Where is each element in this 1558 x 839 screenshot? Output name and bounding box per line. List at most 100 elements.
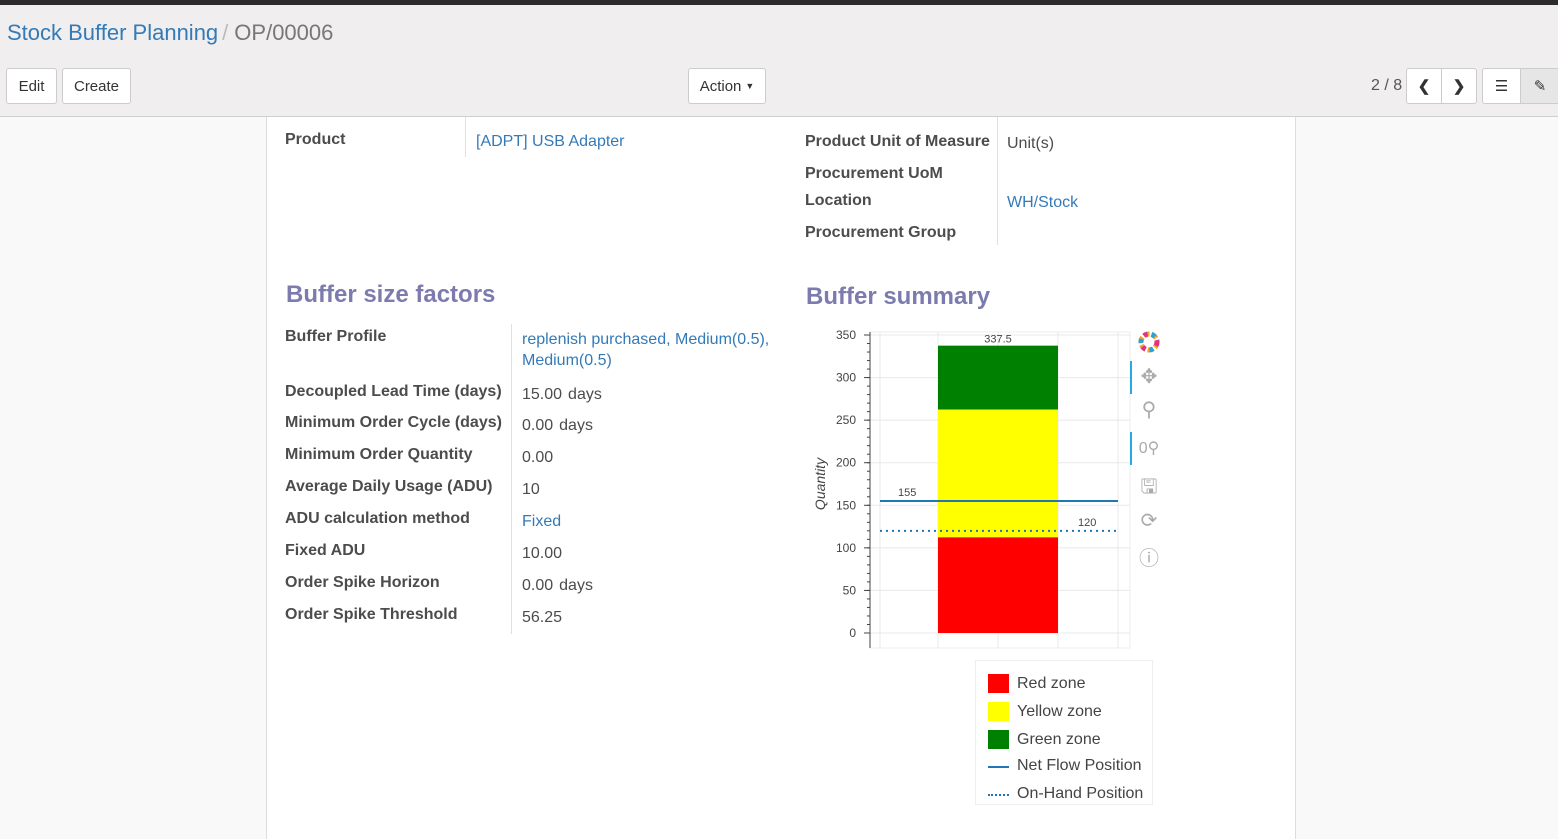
legend-label: Red zone: [1017, 674, 1086, 692]
chart-legend: Red zone Yellow zone Green zone Net Flow…: [975, 660, 1153, 805]
factor-value: 56.25: [522, 609, 562, 627]
factor-label: ADU calculation method: [285, 510, 470, 527]
legend-swatch: [988, 674, 1009, 693]
active-tool-indicator: [1130, 432, 1132, 465]
buffer-chart: 050100150200250300350Quantity112.5262.53…: [812, 328, 1131, 649]
factor-value-text: 0.00: [522, 417, 554, 434]
bar-green-zone: [938, 345, 1058, 410]
location-label: Location: [805, 192, 872, 209]
uom-label: Product Unit of Measure: [805, 133, 990, 150]
bar-yellow-zone: [938, 409, 1058, 538]
product-label: Product: [285, 131, 346, 148]
caret-down-icon: ▼: [745, 81, 755, 91]
control-panel: Stock Buffer Planning / OP/00006 Edit Crea…: [0, 5, 1558, 117]
pager-value: 2 / 8: [1371, 77, 1403, 94]
factor-value-text: 10.00: [522, 545, 563, 562]
factor-label: Decoupled Lead Time (days): [285, 383, 502, 400]
factor-value: 0.00 days: [522, 577, 593, 595]
wheel-zoom-icon[interactable]: 0⚲: [1138, 440, 1160, 457]
factor-label: Minimum Order Cycle (days): [285, 414, 502, 431]
factor-label: Order Spike Threshold: [285, 606, 458, 623]
edit-form-icon: ✎: [1533, 78, 1547, 95]
line-label: 155: [898, 487, 916, 499]
legend-label: Green zone: [1017, 730, 1101, 748]
factor-value-text: 56.25: [522, 609, 563, 626]
product-value[interactable]: [ADPT] USB Adapter: [476, 133, 625, 150]
legend-swatch: [988, 794, 1009, 796]
y-axis-label: Quantity: [812, 457, 828, 510]
bokeh-logo-icon[interactable]: [1138, 331, 1160, 353]
factor-value-text: 10: [522, 481, 540, 498]
form-view-button[interactable]: ✎: [1520, 68, 1558, 104]
location-value[interactable]: WH/Stock: [1007, 194, 1079, 211]
factor-label: Buffer Profile: [285, 328, 387, 345]
factor-value[interactable]: Fixed: [522, 513, 561, 531]
pan-icon[interactable]: ✥: [1140, 366, 1158, 388]
legend-net-flow: Net Flow Position: [988, 757, 1142, 775]
y-tick-label: 100: [836, 541, 856, 555]
legend-green-zone: Green zone: [988, 730, 1101, 749]
active-tool-indicator: [1130, 361, 1132, 394]
y-tick-label: 200: [836, 456, 856, 470]
procurement-uom-label: Procurement UoM: [805, 165, 943, 182]
line-label: 120: [1078, 517, 1096, 529]
factor-value: 0.00 days: [522, 417, 593, 435]
factor-unit: days: [568, 386, 602, 403]
factor-value-text: 0.00: [522, 449, 554, 466]
buffer-summary-title: Buffer summary: [806, 283, 991, 310]
factor-unit: days: [559, 577, 593, 594]
list-icon: ☰: [1494, 78, 1509, 95]
y-tick-label: 150: [836, 498, 856, 512]
list-view-button[interactable]: ☰: [1482, 68, 1521, 104]
breadcrumb: Stock Buffer Planning / OP/00006: [7, 20, 334, 45]
help-icon[interactable]: ⓘ: [1139, 548, 1159, 570]
y-tick-label: 50: [843, 583, 857, 597]
factor-value-text: Medium(0.5): [522, 352, 612, 369]
edit-button[interactable]: Edit: [6, 68, 57, 104]
next-record-button[interactable]: ❯: [1441, 68, 1477, 104]
y-tick-label: 300: [836, 371, 856, 385]
factor-label: Fixed ADU: [285, 542, 366, 559]
y-tick-label: 250: [836, 413, 856, 427]
reset-icon[interactable]: ⟳: [1140, 510, 1158, 532]
bar-top-label: 337.5: [984, 334, 1012, 346]
factor-value-text: 0.00: [522, 577, 554, 594]
factor-unit: days: [559, 417, 593, 434]
legend-label: On-Hand Position: [1017, 785, 1144, 802]
box-zoom-icon[interactable]: ⚲: [1141, 399, 1157, 421]
action-button[interactable]: Action ▼: [688, 68, 766, 104]
legend-swatch: [988, 730, 1009, 749]
top-bar: [0, 0, 1558, 5]
legend-label: Net Flow Position: [1017, 757, 1142, 774]
bar-red-zone: [938, 537, 1058, 633]
factor-value-text: Fixed: [522, 513, 562, 530]
action-label: Action: [699, 77, 742, 95]
factor-value: 15.00 days: [522, 386, 602, 404]
y-tick-label: 0: [849, 626, 856, 640]
divider: [997, 117, 998, 245]
legend-red-zone: Red zone: [988, 674, 1086, 693]
factor-label: Average Daily Usage (ADU): [285, 478, 493, 495]
chevron-left-icon: ❮: [1417, 78, 1431, 95]
legend-swatch: [988, 766, 1009, 768]
factor-value[interactable]: replenish purchased, Medium(0.5), Medium(…: [522, 331, 769, 373]
y-tick-label: 350: [836, 328, 856, 342]
buffer-size-factors-title: Buffer size factors: [286, 281, 496, 308]
factor-label: Order Spike Horizon: [285, 574, 440, 591]
legend-swatch: [988, 702, 1009, 721]
factor-value: 10.00: [522, 545, 562, 563]
factor-value-text: replenish purchased, Medium(0.5),: [522, 331, 770, 348]
create-button[interactable]: Create: [62, 68, 131, 104]
factor-value-text: 15.00: [522, 386, 563, 403]
factor-value: 10: [522, 481, 540, 499]
save-icon[interactable]: 🖫: [1140, 476, 1158, 498]
chevron-right-icon: ❯: [1452, 78, 1466, 95]
procurement-group-label: Procurement Group: [805, 224, 957, 241]
uom-value: Unit(s): [1007, 135, 1055, 152]
legend-yellow-zone: Yellow zone: [988, 702, 1102, 721]
breadcrumb-parent[interactable]: Stock Buffer Planning: [7, 20, 219, 45]
legend-on-hand: On-Hand Position: [988, 785, 1143, 803]
previous-record-button[interactable]: ❮: [1406, 68, 1442, 104]
factor-label: Minimum Order Quantity: [285, 446, 473, 463]
factor-value: 0.00: [522, 449, 553, 467]
